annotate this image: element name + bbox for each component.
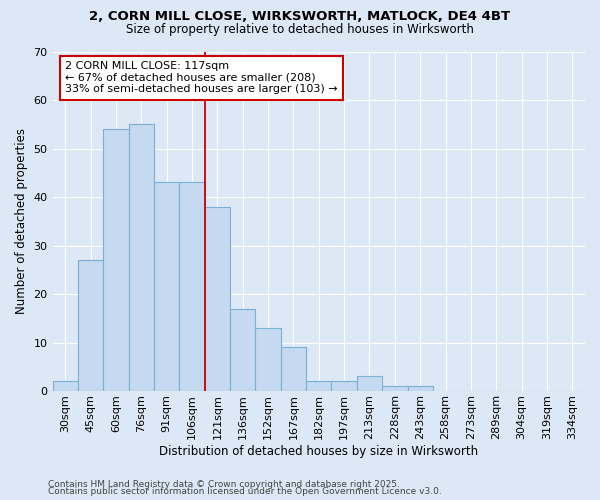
Bar (281, 348, 306, 391)
Text: 2, CORN MILL CLOSE, WIRKSWORTH, MATLOCK, DE4 4BT: 2, CORN MILL CLOSE, WIRKSWORTH, MATLOCK,… (89, 10, 511, 23)
X-axis label: Distribution of detached houses by size in Wirksworth: Distribution of detached houses by size … (159, 444, 478, 458)
Text: Size of property relative to detached houses in Wirksworth: Size of property relative to detached ho… (126, 22, 474, 36)
Bar (103, 129, 128, 391)
Bar (154, 182, 179, 391)
Bar (306, 382, 331, 391)
Bar (128, 124, 154, 391)
Bar (205, 206, 230, 391)
Bar (230, 308, 256, 391)
Bar (256, 328, 281, 391)
Y-axis label: Number of detached properties: Number of detached properties (15, 128, 28, 314)
Bar (407, 386, 433, 391)
Bar (78, 260, 103, 391)
Bar (53, 382, 78, 391)
Bar (331, 382, 357, 391)
Text: 2 CORN MILL CLOSE: 117sqm
← 67% of detached houses are smaller (208)
33% of semi: 2 CORN MILL CLOSE: 117sqm ← 67% of detac… (65, 61, 338, 94)
Text: Contains public sector information licensed under the Open Government Licence v3: Contains public sector information licen… (48, 487, 442, 496)
Bar (357, 376, 382, 391)
Bar (382, 386, 407, 391)
Bar (179, 182, 205, 391)
Text: Contains HM Land Registry data © Crown copyright and database right 2025.: Contains HM Land Registry data © Crown c… (48, 480, 400, 489)
